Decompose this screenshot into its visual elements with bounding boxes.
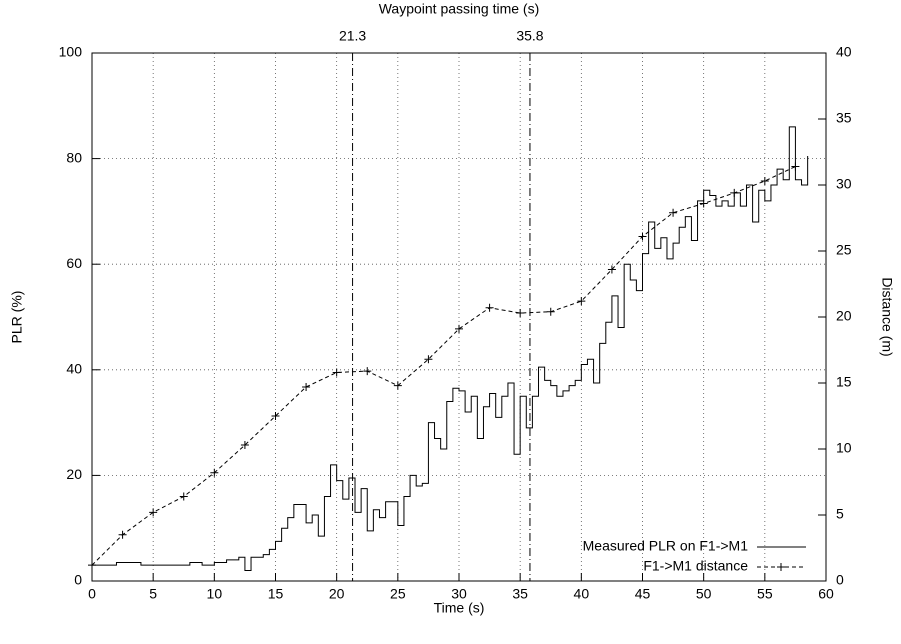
y-tick-label: 0 bbox=[74, 572, 82, 588]
x-tick-label: 40 bbox=[574, 586, 590, 602]
distance-point bbox=[118, 530, 127, 539]
x-tick-label: 60 bbox=[818, 586, 834, 602]
y2-tick-label: 0 bbox=[836, 572, 844, 588]
distance-point bbox=[332, 368, 341, 377]
distance-point bbox=[393, 381, 402, 390]
x-tick-label: 45 bbox=[635, 586, 651, 602]
distance-point bbox=[669, 208, 678, 217]
plot-frame bbox=[91, 52, 827, 582]
x2-tick-label: 21.3 bbox=[339, 28, 366, 44]
distance-point bbox=[791, 162, 800, 171]
distance-point bbox=[271, 412, 280, 420]
x-tick-label: 55 bbox=[757, 586, 773, 602]
distance-point bbox=[455, 324, 463, 333]
distance-point bbox=[638, 232, 647, 241]
top-axis-label: Waypoint passing time (s) bbox=[379, 1, 540, 17]
x-axis-label: Time (s) bbox=[434, 600, 485, 616]
y-tick-label: 80 bbox=[66, 149, 82, 165]
y-axis-label: PLR (%) bbox=[9, 291, 25, 344]
distance-point bbox=[424, 355, 433, 364]
x2-tick-label: 35.8 bbox=[516, 28, 543, 44]
y2-tick-label: 40 bbox=[836, 44, 852, 60]
distance-point bbox=[699, 199, 708, 208]
distance-point bbox=[730, 188, 739, 197]
distance-point bbox=[210, 468, 219, 477]
y2-axis-label: Distance (m) bbox=[879, 277, 895, 356]
distance-line bbox=[91, 166, 796, 566]
x-tick-label: 20 bbox=[329, 586, 345, 602]
x-tick-label: 0 bbox=[88, 586, 96, 602]
y2-tick-label: 15 bbox=[836, 374, 852, 390]
y2-tick-label: 35 bbox=[836, 110, 852, 126]
plr-line bbox=[92, 126, 809, 571]
distance-point bbox=[760, 177, 769, 186]
distance-point bbox=[179, 492, 188, 501]
y2-tick-label: 5 bbox=[836, 506, 844, 522]
y-tick-label: 20 bbox=[66, 466, 82, 482]
distance-point bbox=[240, 441, 249, 450]
x-tick-label: 50 bbox=[696, 586, 712, 602]
distance-point bbox=[607, 265, 616, 274]
x-tick-label: 10 bbox=[207, 586, 223, 602]
x-tick-label: 5 bbox=[149, 586, 157, 602]
distance-point bbox=[88, 561, 96, 570]
distance-point bbox=[516, 309, 525, 318]
y-tick-label: 100 bbox=[59, 44, 83, 60]
distance-point bbox=[363, 367, 372, 376]
y2-tick-label: 30 bbox=[836, 176, 852, 192]
x-tick-label: 15 bbox=[268, 586, 284, 602]
y2-tick-label: 20 bbox=[836, 308, 852, 324]
x-tick-label: 30 bbox=[451, 586, 467, 602]
distance-point bbox=[485, 303, 494, 312]
legend-marker bbox=[777, 563, 785, 571]
legend-label: Measured PLR on F1->M1 bbox=[583, 538, 749, 554]
y-tick-label: 40 bbox=[66, 361, 82, 377]
distance-point bbox=[546, 307, 555, 316]
y-tick-label: 60 bbox=[66, 255, 82, 271]
distance-point bbox=[302, 382, 311, 391]
x-tick-label: 25 bbox=[390, 586, 406, 602]
x-tick-label: 35 bbox=[512, 586, 528, 602]
legend-label: F1->M1 distance bbox=[643, 558, 748, 574]
y2-tick-label: 10 bbox=[836, 440, 852, 456]
distance-point bbox=[149, 508, 158, 517]
y2-tick-label: 25 bbox=[836, 242, 852, 258]
distance-point bbox=[577, 297, 586, 306]
